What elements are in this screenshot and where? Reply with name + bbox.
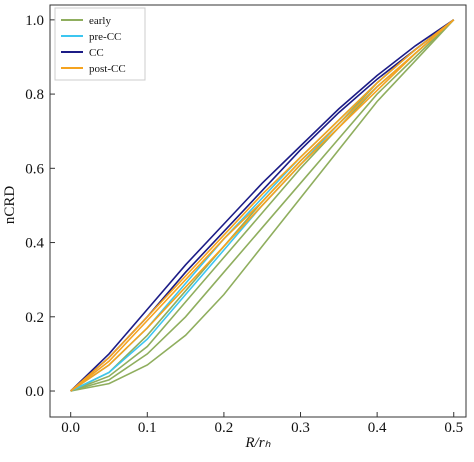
curve: [70, 19, 455, 392]
y-tick-label: 0.4: [25, 236, 44, 252]
y-tick-label: 0.0: [25, 384, 44, 400]
y-axis-label: nCRD: [2, 186, 18, 225]
plot-frame: [49, 4, 467, 418]
curve: [70, 19, 455, 392]
curve: [70, 19, 455, 392]
curve: [70, 19, 455, 392]
x-tick-label: 0.2: [215, 420, 234, 436]
x-tick-label: 0.3: [291, 420, 310, 436]
legend-label: pre-CC: [89, 31, 121, 43]
x-tick-label: 0.0: [61, 420, 80, 436]
x-tick-label: 0.1: [138, 420, 157, 436]
y-tick-label: 0.8: [25, 87, 44, 103]
legend-label: early: [89, 15, 111, 27]
x-tick-label: 0.4: [368, 420, 387, 436]
x-axis-label: R/rₕ: [244, 435, 271, 451]
legend-label: post-CC: [89, 63, 126, 75]
x-tick-label: 0.5: [444, 420, 463, 436]
y-tick-label: 0.6: [25, 161, 44, 177]
legend-label: CC: [89, 47, 104, 59]
y-tick-label: 0.2: [25, 310, 44, 326]
y-tick-label: 1.0: [25, 13, 44, 29]
curve: [70, 19, 455, 392]
curve: [70, 19, 455, 392]
